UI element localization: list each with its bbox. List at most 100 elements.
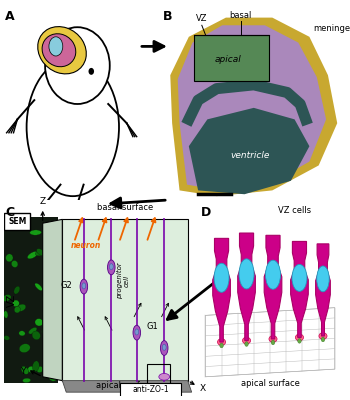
Ellipse shape xyxy=(16,304,26,311)
Ellipse shape xyxy=(6,254,13,262)
Text: X: X xyxy=(199,384,206,393)
Ellipse shape xyxy=(49,37,63,56)
Ellipse shape xyxy=(13,300,19,307)
Text: apical: apical xyxy=(215,55,241,64)
Ellipse shape xyxy=(43,230,50,236)
Polygon shape xyxy=(62,219,188,381)
Text: basal: basal xyxy=(230,11,252,20)
Text: C: C xyxy=(6,206,15,219)
Ellipse shape xyxy=(11,260,18,268)
Text: apical surface: apical surface xyxy=(240,379,300,388)
Ellipse shape xyxy=(48,304,57,313)
Polygon shape xyxy=(290,242,308,338)
Ellipse shape xyxy=(43,309,51,317)
Ellipse shape xyxy=(42,34,76,67)
Polygon shape xyxy=(170,18,337,196)
Ellipse shape xyxy=(2,294,11,302)
Ellipse shape xyxy=(45,27,110,104)
Polygon shape xyxy=(178,25,326,190)
FancyBboxPatch shape xyxy=(120,382,181,397)
Ellipse shape xyxy=(50,228,60,236)
Ellipse shape xyxy=(27,252,38,259)
Ellipse shape xyxy=(51,271,57,275)
Ellipse shape xyxy=(42,327,48,335)
Ellipse shape xyxy=(38,27,86,74)
Ellipse shape xyxy=(48,356,56,364)
Polygon shape xyxy=(43,219,62,381)
Circle shape xyxy=(321,337,325,342)
Text: neuron: neuron xyxy=(71,241,101,250)
Ellipse shape xyxy=(32,331,40,340)
Ellipse shape xyxy=(14,286,20,294)
Ellipse shape xyxy=(266,260,280,289)
Ellipse shape xyxy=(51,226,59,234)
Text: Y: Y xyxy=(20,366,26,376)
Ellipse shape xyxy=(160,341,168,355)
Text: Z: Z xyxy=(40,197,46,206)
Circle shape xyxy=(245,342,248,346)
Ellipse shape xyxy=(317,266,329,292)
Text: B: B xyxy=(163,10,172,23)
Ellipse shape xyxy=(35,283,42,291)
Ellipse shape xyxy=(19,331,25,336)
Ellipse shape xyxy=(243,337,251,344)
Polygon shape xyxy=(316,244,330,336)
Text: VZ cells: VZ cells xyxy=(279,206,312,215)
Ellipse shape xyxy=(35,251,43,256)
Ellipse shape xyxy=(159,374,170,380)
FancyBboxPatch shape xyxy=(5,213,30,230)
Ellipse shape xyxy=(14,306,20,313)
Text: G1: G1 xyxy=(147,322,158,331)
Ellipse shape xyxy=(133,325,141,340)
Ellipse shape xyxy=(36,366,43,372)
Ellipse shape xyxy=(22,378,31,383)
Ellipse shape xyxy=(107,260,115,275)
Text: anti-ZO-1: anti-ZO-1 xyxy=(132,385,169,394)
Ellipse shape xyxy=(44,371,49,376)
Text: D: D xyxy=(201,206,211,219)
Ellipse shape xyxy=(28,366,34,372)
Text: basal surface: basal surface xyxy=(97,203,153,212)
Ellipse shape xyxy=(48,372,57,381)
Ellipse shape xyxy=(214,263,229,292)
Ellipse shape xyxy=(162,344,166,350)
Ellipse shape xyxy=(27,58,119,196)
Polygon shape xyxy=(205,308,335,377)
Text: VZ: VZ xyxy=(7,293,18,307)
Ellipse shape xyxy=(319,333,327,339)
Ellipse shape xyxy=(19,344,30,353)
Text: G2: G2 xyxy=(60,282,72,290)
Ellipse shape xyxy=(135,329,139,335)
Circle shape xyxy=(220,343,223,348)
Ellipse shape xyxy=(80,279,88,294)
Ellipse shape xyxy=(239,259,254,289)
Ellipse shape xyxy=(44,276,51,285)
Ellipse shape xyxy=(30,230,41,235)
Ellipse shape xyxy=(45,230,50,235)
Text: SEM: SEM xyxy=(8,217,26,226)
Ellipse shape xyxy=(217,339,226,346)
Ellipse shape xyxy=(43,264,49,272)
Ellipse shape xyxy=(21,366,29,374)
Polygon shape xyxy=(189,108,309,194)
Polygon shape xyxy=(213,238,230,342)
Circle shape xyxy=(271,340,275,345)
Text: meninges: meninges xyxy=(313,24,350,33)
Text: progenitor
cell: progenitor cell xyxy=(117,262,130,299)
Ellipse shape xyxy=(110,264,113,270)
Ellipse shape xyxy=(33,361,39,372)
Ellipse shape xyxy=(44,286,51,292)
Ellipse shape xyxy=(4,336,10,340)
Circle shape xyxy=(89,68,94,75)
Ellipse shape xyxy=(35,319,43,326)
Polygon shape xyxy=(264,235,282,339)
Ellipse shape xyxy=(292,264,307,291)
Ellipse shape xyxy=(42,294,50,302)
Bar xyxy=(147,364,170,384)
Ellipse shape xyxy=(28,327,37,334)
Ellipse shape xyxy=(82,283,86,289)
Text: VZ: VZ xyxy=(196,14,208,24)
Bar xyxy=(4,218,58,382)
Text: A: A xyxy=(5,10,15,23)
Ellipse shape xyxy=(269,336,277,342)
